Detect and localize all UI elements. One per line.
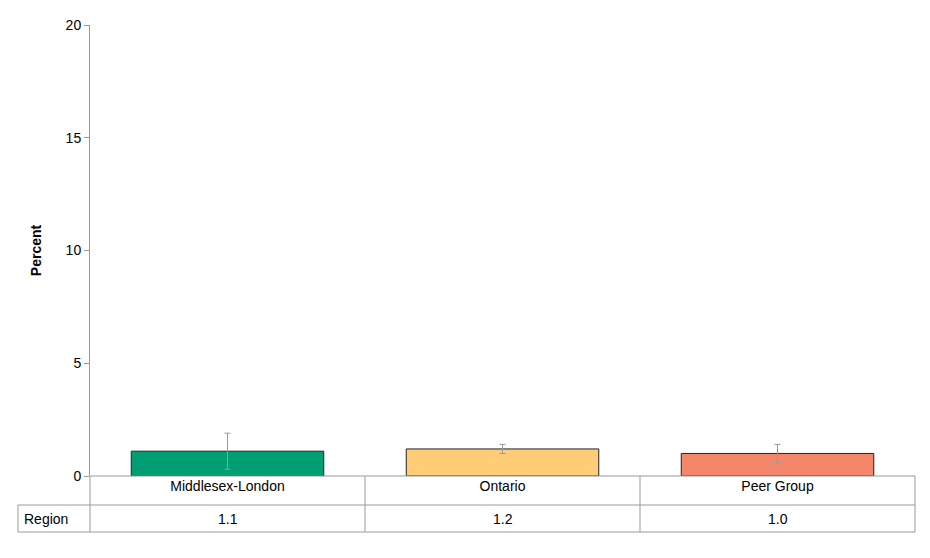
svg-text:1.0: 1.0: [768, 511, 788, 527]
svg-text:10: 10: [66, 242, 82, 258]
svg-text:5: 5: [73, 355, 81, 371]
svg-text:Middlesex-London: Middlesex-London: [170, 478, 284, 494]
svg-text:0: 0: [73, 468, 81, 484]
svg-text:1.1: 1.1: [218, 511, 238, 527]
svg-text:15: 15: [66, 130, 82, 146]
svg-text:1.2: 1.2: [493, 511, 513, 527]
svg-text:Region: Region: [24, 511, 68, 527]
svg-text:Percent: Percent: [28, 224, 44, 276]
svg-text:Ontario: Ontario: [480, 478, 526, 494]
svg-text:20: 20: [66, 17, 82, 33]
svg-text:Peer Group: Peer Group: [741, 478, 814, 494]
